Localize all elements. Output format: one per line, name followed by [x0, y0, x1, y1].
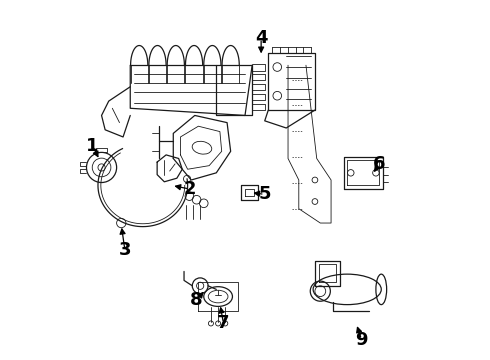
Text: 9: 9 — [355, 330, 368, 348]
Text: 3: 3 — [119, 241, 131, 259]
Text: 5: 5 — [258, 185, 271, 203]
Text: 1: 1 — [86, 137, 99, 155]
Text: 6: 6 — [373, 155, 386, 173]
Text: 2: 2 — [183, 180, 196, 198]
Text: 4: 4 — [255, 30, 268, 48]
Text: 8: 8 — [190, 291, 203, 309]
Text: 7: 7 — [217, 314, 230, 332]
